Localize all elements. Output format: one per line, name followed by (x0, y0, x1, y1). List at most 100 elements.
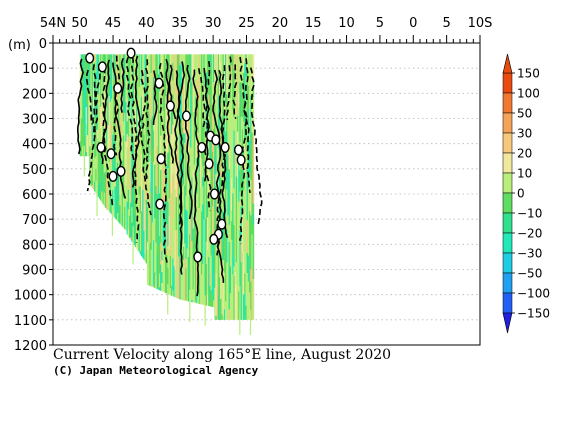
velocity-cell (146, 242, 149, 251)
velocity-cell (96, 54, 99, 80)
x-tick-label: 35 (171, 16, 188, 31)
velocity-cell (145, 72, 148, 130)
velocity-cell (246, 123, 249, 167)
velocity-cell (125, 54, 127, 103)
velocity-cell (143, 250, 145, 260)
velocity-cell (106, 174, 108, 210)
velocity-cell (235, 197, 238, 227)
velocity-cell (158, 273, 161, 288)
velocity-cell (113, 79, 115, 131)
velocity-cell (125, 201, 127, 231)
velocity-cell (247, 281, 250, 294)
velocity-cell (245, 149, 248, 203)
velocity-cell (212, 54, 215, 83)
velocity-cell (107, 93, 109, 126)
velocity-cell (156, 145, 159, 195)
velocity-cell (124, 206, 126, 230)
velocity-cell (196, 291, 198, 304)
velocity-cell (106, 141, 108, 175)
velocity-cell (80, 54, 83, 72)
velocity-cell (198, 208, 201, 233)
velocity-cell (119, 205, 121, 224)
velocity-cell (252, 54, 255, 79)
velocity-cell (244, 273, 246, 293)
velocity-cell (199, 241, 202, 260)
velocity-cell (186, 54, 189, 67)
velocity-cell (92, 54, 95, 87)
velocity-cell (161, 54, 163, 80)
velocity-cell (145, 54, 148, 73)
velocity-cell (211, 105, 214, 152)
velocity-cell (225, 203, 227, 217)
velocity-cell (235, 54, 238, 116)
velocity-cell (211, 240, 214, 295)
velocity-cell (211, 54, 214, 106)
velocity-cell (134, 92, 137, 110)
colorbar-segment (502, 112, 513, 134)
velocity-cell (92, 184, 95, 190)
velocity-cell (204, 168, 207, 219)
velocity-cell (208, 166, 210, 198)
velocity-cell (80, 71, 83, 119)
velocity-cell (221, 291, 223, 315)
velocity-cell (175, 197, 178, 231)
velocity-cell (210, 85, 213, 149)
velocity-cell (188, 110, 191, 167)
velocity-cell (194, 220, 197, 243)
velocity-cell (196, 193, 198, 239)
zero-contour-label (204, 158, 214, 170)
velocity-cell (164, 144, 167, 153)
velocity-cell (175, 272, 178, 298)
velocity-cell (233, 188, 236, 226)
velocity-cell (203, 172, 205, 202)
zero-contour-label (155, 198, 165, 210)
zero-contour-label (154, 77, 164, 89)
velocity-cell (200, 168, 203, 179)
velocity-cell (232, 141, 234, 194)
velocity-cell (176, 124, 179, 144)
x-tick-label: 40 (138, 16, 155, 31)
velocity-cell (101, 90, 103, 143)
velocity-cell (193, 164, 196, 175)
velocity-cell (244, 100, 246, 140)
velocity-cell (220, 239, 222, 262)
velocity-cell (245, 305, 248, 320)
velocity-cell (86, 54, 89, 104)
velocity-cell (114, 141, 117, 176)
velocity-cell (143, 54, 145, 71)
velocity-cell (244, 215, 246, 274)
velocity-cell (150, 161, 153, 193)
velocity-cell (168, 198, 171, 216)
velocity-cell (240, 262, 243, 286)
velocity-cell (223, 247, 226, 273)
velocity-cell (148, 161, 150, 225)
velocity-cell (140, 252, 143, 257)
velocity-cell (124, 113, 126, 156)
velocity-cell (98, 98, 101, 144)
velocity-cell (193, 255, 196, 294)
velocity-cell (156, 253, 159, 290)
velocity-cell (233, 275, 236, 306)
colorbar-segment (502, 232, 513, 254)
velocity-cell (203, 261, 205, 306)
velocity-cell (104, 75, 107, 101)
velocity-cell (120, 206, 123, 226)
velocity-cell (239, 296, 242, 320)
velocity-cell (252, 293, 255, 320)
velocity-cell (185, 151, 187, 196)
velocity-cell (167, 246, 169, 268)
velocity-cell (245, 268, 248, 306)
velocity-cell (226, 189, 228, 230)
velocity-cell (122, 198, 125, 228)
velocity-cell (240, 82, 243, 117)
x-axis: 54N 50 45 40 35 30 25 20 15 10 5 0 5 10S (40, 16, 492, 43)
velocity-cell (202, 204, 204, 264)
velocity-cell (229, 142, 232, 165)
colorbar-label: −10 (517, 207, 542, 221)
velocity-cell (168, 215, 171, 249)
velocity-cell (223, 309, 226, 320)
velocity-cell (89, 175, 91, 185)
y-tick-label: 200 (22, 87, 47, 102)
velocity-cell (250, 281, 252, 313)
velocity-cell (225, 131, 227, 188)
